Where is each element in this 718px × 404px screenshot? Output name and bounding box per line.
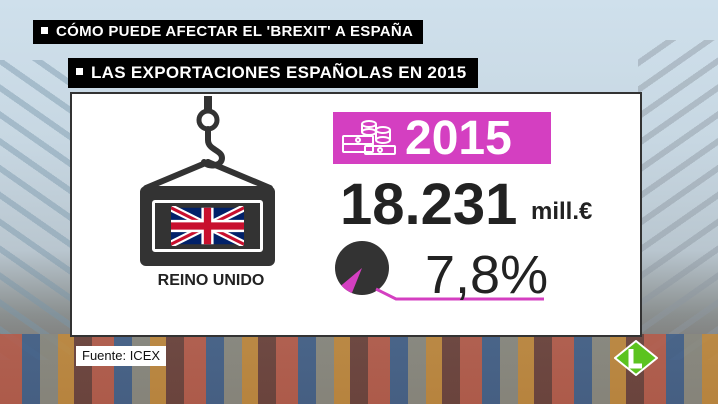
cargo-container xyxy=(140,186,275,266)
background-crane-right xyxy=(638,40,718,360)
money-stack-icon xyxy=(342,120,396,155)
subheadline-text: LAS EXPORTACIONES ESPAÑOLAS EN 2015 xyxy=(91,63,467,82)
headline-bar: CÓMO PUEDE AFECTAR EL 'BREXIT' A ESPAÑA xyxy=(33,20,424,44)
container-frame xyxy=(152,200,263,252)
amount-unit: mill.€ xyxy=(531,198,593,225)
pie-slice-highlight xyxy=(341,268,362,294)
background-containers xyxy=(0,334,718,404)
source-label: Fuente: ICEX xyxy=(76,346,167,366)
subheadline-bar: LAS EXPORTACIONES ESPAÑOLAS EN 2015 xyxy=(68,58,479,88)
pie-pointer-line xyxy=(375,287,544,301)
lasexta-logo-icon xyxy=(614,340,658,376)
background-crane-left xyxy=(0,60,70,360)
headline-text: CÓMO PUEDE AFECTAR EL 'BREXIT' A ESPAÑA xyxy=(56,23,414,40)
export-amount: 18.231 xyxy=(340,172,518,237)
year-badge: 2015 xyxy=(333,112,551,165)
country-label: REINO UNIDO xyxy=(157,272,265,289)
bullet-square-icon xyxy=(76,68,83,76)
pie-icon xyxy=(335,241,544,301)
uk-flag-icon xyxy=(171,206,244,246)
export-percent: 7,8% xyxy=(425,245,549,305)
year-text: 2015 xyxy=(405,112,512,165)
bullet-square-icon xyxy=(41,26,48,34)
info-card: REINO UNIDO 2015 18.231 mill.€ 7,8% xyxy=(70,92,642,337)
crane-hook-icon xyxy=(143,96,273,191)
